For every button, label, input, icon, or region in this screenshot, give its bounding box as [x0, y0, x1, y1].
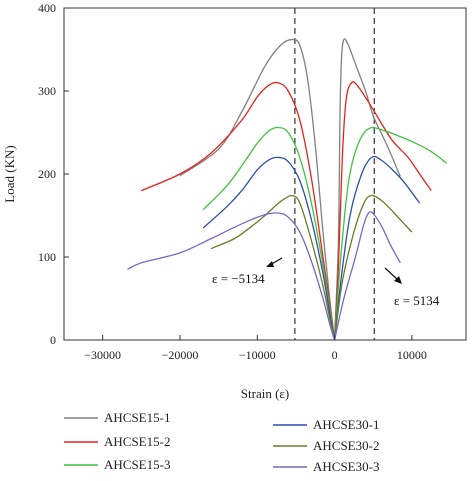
- series-line-ahcse15-3-left: [202, 126, 336, 341]
- x-tick-label: −10000: [239, 348, 276, 362]
- series-lines: [127, 38, 448, 341]
- x-tick-label: 10000: [397, 348, 427, 362]
- legend-label-ahcse30-1: AHCSE30-1: [313, 417, 379, 432]
- series-line-ahcse15-1-right: [333, 38, 401, 341]
- x-tick-label: −30000: [84, 348, 121, 362]
- reference-lines: [294, 8, 375, 340]
- annotation-right-strain: ε = 5134: [394, 293, 440, 308]
- legend-label-ahcse30-2: AHCSE30-2: [313, 438, 379, 453]
- annotations: ε = −5134 ε = 5134: [212, 257, 440, 308]
- series-line-ahcse30-1-right: [333, 155, 421, 341]
- series-line-ahcse30-3-left: [127, 212, 336, 341]
- annotation-right-arrow: [384, 267, 402, 284]
- series-line-ahcse15-2-right: [333, 81, 432, 341]
- axes-frame: [63, 7, 467, 341]
- y-tick-label: 400: [38, 1, 56, 15]
- x-tick-label: 0: [332, 348, 338, 362]
- y-tick-label: 300: [38, 84, 56, 98]
- series-line-ahcse15-2-left: [141, 81, 336, 341]
- legend-label-ahcse15-2: AHCSE15-2: [104, 434, 170, 449]
- legend-label-ahcse15-3: AHCSE15-3: [104, 457, 170, 472]
- y-axis-label: Load (KN): [2, 145, 17, 202]
- y-tick-label: 200: [38, 167, 56, 181]
- series-line-ahcse30-1-left: [202, 156, 336, 341]
- legend: AHCSE15-1 AHCSE15-2 AHCSE15-3 AHCSE30-1 AHCS…: [64, 410, 379, 474]
- x-tick-label: −20000: [162, 348, 199, 362]
- legend-label-ahcse30-3: AHCSE30-3: [313, 459, 379, 474]
- annotation-left-strain: ε = −5134: [212, 271, 265, 286]
- plot-area: −30000 −20000 −10000 0 10000 0 100 200 300 400: [38, 1, 467, 362]
- y-tick-label: 100: [38, 250, 56, 264]
- series-line-ahcse30-2-left: [210, 194, 336, 341]
- legend-label-ahcse15-1: AHCSE15-1: [104, 410, 170, 425]
- series-line-ahcse30-2-right: [333, 194, 413, 341]
- x-axis-label: Strain (ε): [241, 386, 289, 401]
- annotation-left-arrow: [266, 257, 283, 267]
- series-line-ahcse15-1-left: [179, 38, 336, 341]
- series-line-ahcse30-3-right: [333, 211, 401, 341]
- series-line-ahcse15-3-right: [333, 126, 448, 341]
- axis-ticks: −30000 −20000 −10000 0 10000 0 100 200 300 400: [38, 1, 427, 362]
- y-tick-label: 0: [50, 333, 56, 347]
